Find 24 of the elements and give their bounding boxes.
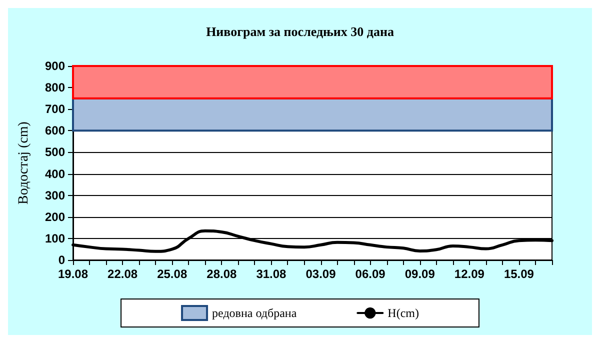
y-tick-label: 200 (44, 210, 66, 224)
x-tick-label: 15.09 (504, 267, 534, 281)
y-tick-label: 700 (44, 102, 66, 116)
x-tick-label: 03.09 (306, 267, 336, 281)
x-tick-label: 28.08 (206, 267, 237, 281)
x-tick-label: 25.08 (157, 267, 188, 281)
y-tick-label: 800 (44, 80, 66, 95)
y-tick-label: 100 (44, 231, 66, 246)
x-tick-label: 22.08 (108, 267, 138, 281)
x-tick-label: 31.08 (256, 267, 287, 281)
legend-label: H(cm) (388, 306, 419, 320)
y-tick-label: 0 (58, 253, 66, 267)
chart-title: Нивограм за последњих 30 дана (206, 24, 394, 39)
x-tick-label: 12.09 (454, 267, 485, 281)
y-tick-label: 400 (44, 166, 66, 181)
y-tick-label: 300 (44, 188, 66, 202)
x-tick-label: 09.09 (404, 267, 436, 281)
y-tick-label: 600 (44, 124, 66, 138)
y-tick-label: 900 (44, 59, 66, 73)
y-axis-title: Водостај (cm) (16, 121, 32, 204)
x-tick-label: 19.08 (58, 267, 88, 281)
y-tick-label: 500 (44, 145, 66, 160)
legend-label: редовна одбрана (212, 306, 298, 320)
x-tick-label: 06.09 (355, 267, 386, 281)
